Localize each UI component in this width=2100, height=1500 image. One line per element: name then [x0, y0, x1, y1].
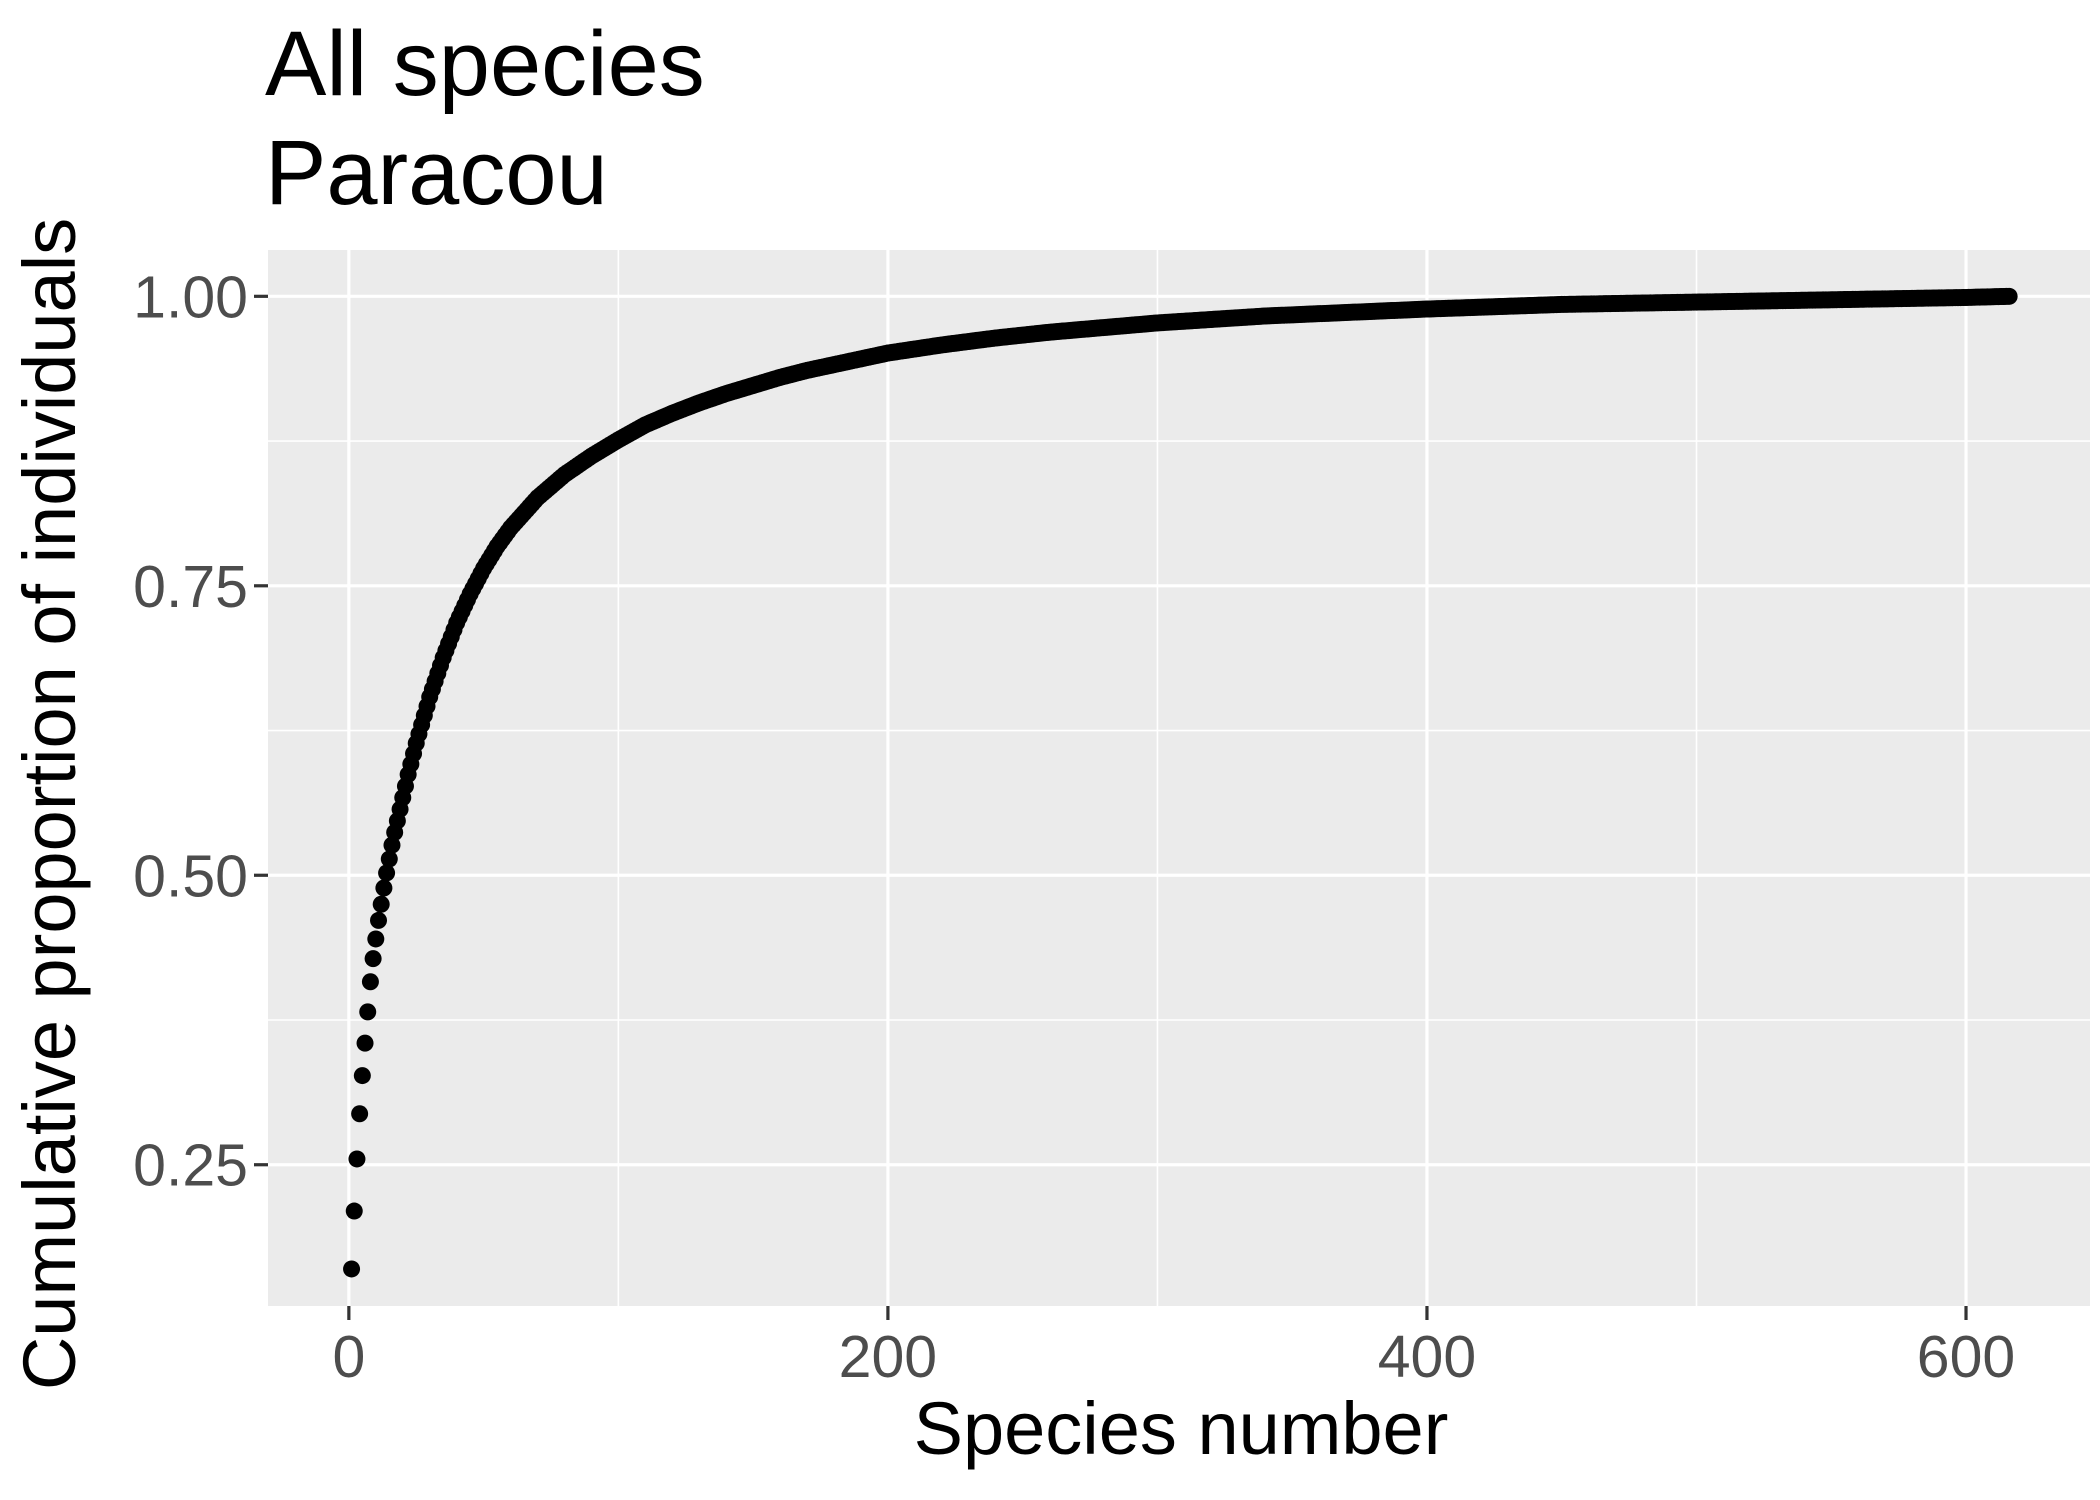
data-point: [345, 1202, 363, 1220]
major-gridlines: [268, 250, 2090, 1306]
data-point: [348, 1150, 366, 1168]
data-point: [370, 911, 388, 929]
data-point: [372, 895, 390, 913]
x-tick-label: 600: [1917, 1324, 2015, 1390]
data-point: [375, 879, 393, 897]
data-point: [364, 950, 382, 968]
data-point: [367, 930, 385, 948]
x-axis-title-wrapper: Species number: [0, 1392, 2100, 1466]
y-tick-label: 0.75: [133, 554, 248, 620]
y-axis-title: Cumulative proportion of individuals: [8, 217, 91, 1391]
data-point: [359, 1003, 377, 1021]
x-tick-label: 0: [332, 1324, 365, 1390]
data-point: [378, 864, 396, 882]
axis-ticks: 0 200 400 600 0.25 0.50 0.75 1.00: [133, 264, 2015, 1390]
y-tick-label: 1.00: [133, 264, 248, 330]
minor-gridlines: [268, 250, 2090, 1306]
x-axis-title: Species number: [913, 1387, 1449, 1470]
x-tick-label: 200: [839, 1324, 937, 1390]
y-tick-label: 0.25: [133, 1133, 248, 1199]
data-point: [351, 1105, 369, 1123]
data-points: [343, 287, 2018, 1278]
chart-title: All species: [265, 13, 705, 115]
chart-subtitle: Paracou: [265, 122, 608, 224]
y-tick-label: 0.50: [133, 843, 248, 909]
x-tick-label: 400: [1378, 1324, 1476, 1390]
data-point: [356, 1034, 374, 1052]
data-point: [353, 1067, 371, 1085]
plot-panel: [268, 250, 2090, 1306]
data-point: [361, 973, 379, 991]
data-point: [380, 850, 398, 868]
data-point: [2000, 287, 2018, 305]
data-point: [383, 836, 401, 854]
data-point: [343, 1260, 361, 1278]
